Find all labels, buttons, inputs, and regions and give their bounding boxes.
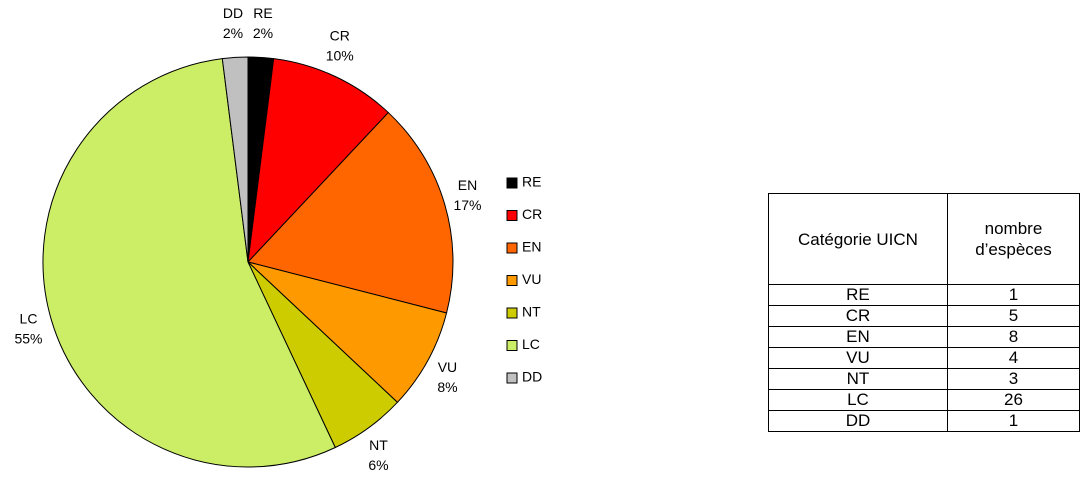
legend-label: VU	[522, 271, 541, 287]
legend-label: CR	[522, 206, 542, 222]
table-cell: EN	[768, 326, 948, 348]
table-row: RE 1	[768, 284, 1080, 306]
table-row: LC 26	[768, 389, 1080, 411]
table-row: DD 1	[768, 410, 1080, 432]
pie-slice	[247, 261, 448, 404]
table-row: CR 5	[768, 305, 1080, 327]
table-cell: DD	[768, 410, 948, 432]
table-cell: RE	[768, 284, 948, 306]
data-table: Catégorie UICN nombre d’espèces RE 1 CR 5 EN 8 V…	[768, 193, 1080, 432]
table-cell: 1	[946, 410, 1080, 432]
legend-swatch	[506, 210, 518, 221]
table-cell: 1	[946, 284, 1080, 306]
pie-slice	[221, 56, 249, 263]
legend-swatch	[506, 242, 518, 254]
slice-label-name: LC	[20, 310, 38, 326]
slice-label-name: EN	[458, 177, 477, 193]
header-row: Catégorie UICN nombre d’espèces	[768, 193, 1080, 285]
legend-swatch	[506, 372, 518, 384]
legend-label: LC	[522, 336, 540, 352]
legend-swatch	[506, 340, 518, 351]
slice-label-value: 2%	[253, 25, 273, 41]
table-cell: 8	[946, 326, 1080, 348]
table-row: EN 8	[768, 326, 1080, 348]
table-cell: VU	[768, 347, 948, 369]
table-cell: 4	[946, 347, 1080, 369]
legend-swatch	[506, 177, 518, 189]
table-cell: 5	[946, 305, 1080, 327]
legend-label: EN	[522, 239, 541, 255]
slice-label-name: RE	[253, 5, 272, 21]
header-cell: Catégorie UICN	[768, 193, 948, 285]
table-cell: 26	[946, 389, 1080, 411]
table-cell: LC	[768, 389, 948, 411]
slice-label-value: 8%	[437, 379, 457, 395]
table-row: NT 3	[768, 368, 1080, 390]
legend-label: DD	[522, 369, 542, 385]
legend-label: RE	[522, 174, 541, 190]
table-cell: CR	[768, 305, 948, 327]
table-row: VU 4	[768, 347, 1080, 369]
slice-label-value: 6%	[368, 457, 388, 473]
slice-label-name: CR	[330, 27, 350, 43]
slice-label-value: 17%	[453, 197, 481, 213]
legend-label: NT	[522, 304, 541, 320]
pie-slice	[42, 58, 336, 468]
header-cell: nombre d’espèces	[946, 193, 1080, 285]
table-cell: NT	[768, 368, 948, 390]
pie-slice	[247, 58, 390, 264]
slice-label-name: NT	[369, 437, 388, 453]
slice-label-value: 55%	[14, 330, 42, 346]
legend-swatch	[506, 307, 518, 319]
slice-label-value: 10%	[326, 47, 354, 63]
slice-label-name: DD	[223, 5, 243, 21]
pie-slice	[247, 111, 454, 314]
legend-swatch	[506, 275, 518, 286]
slice-label-name: VU	[438, 359, 457, 375]
table-cell: 3	[946, 368, 1080, 390]
slice-label-value: 2%	[223, 25, 243, 41]
